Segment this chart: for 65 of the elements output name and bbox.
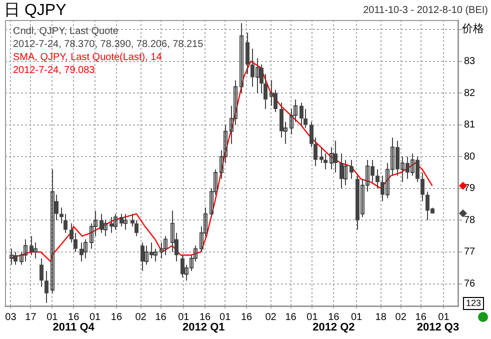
- candlestick: [114, 213, 118, 230]
- candlestick: [300, 102, 304, 126]
- x-tick-label: 01: [178, 312, 190, 323]
- text: Cndl, QJPY, Last Quote: [13, 26, 119, 37]
- y-tick-label: 82: [464, 88, 476, 99]
- y-tick-label: 80: [464, 151, 476, 162]
- candlestick: [40, 258, 44, 288]
- candlestick: [334, 140, 338, 174]
- annotation: 2012-7-24, 79.083: [13, 65, 96, 76]
- candlestick: [376, 168, 380, 189]
- candlestick: [164, 236, 168, 256]
- candlestick: [180, 254, 184, 278]
- text: SMA, QJPY, Last Quote(Last), 14: [13, 52, 162, 63]
- chart-subtitle: 2011-10-3 - 2012-8-10 (BEI): [363, 5, 488, 16]
- x-tick-label: 01: [89, 312, 102, 323]
- candlestick: [44, 270, 48, 304]
- x-tick-label: 16: [328, 312, 340, 323]
- candlestick: [10, 248, 14, 266]
- x2-tick-label: 2012 Q3: [416, 322, 460, 334]
- y-tick-label: 76: [464, 278, 476, 290]
- x2-tick-label: 2011 Q4: [52, 322, 96, 334]
- candlestick: [124, 213, 128, 230]
- candlestick: [14, 251, 18, 266]
- x-tick-label: 17: [25, 312, 37, 323]
- candlestick: [246, 32, 250, 75]
- x2-tick-label: 2012 Q1: [182, 322, 225, 334]
- x-tick-label: 01: [438, 312, 450, 323]
- x-tick-label: 16: [68, 312, 80, 323]
- y-tick-label: 81: [464, 120, 476, 131]
- x-tick-label: 02: [265, 312, 277, 323]
- y-axis-title: 价格: [461, 23, 484, 35]
- x-tick-label: 02: [135, 312, 147, 323]
- candlestick: [140, 242, 144, 272]
- text: 123: [463, 297, 484, 310]
- x-tick-label: 02: [395, 312, 407, 323]
- x-tick-label: 16: [240, 312, 253, 323]
- chart-title: 日 QJPY: [4, 2, 67, 19]
- x-tick-label: 16: [155, 312, 167, 323]
- candlestick: [100, 213, 104, 234]
- y-tick-label: 78: [464, 214, 476, 226]
- candlestick: [24, 238, 28, 262]
- x2-tick-label: 2012 Q2: [312, 322, 355, 334]
- candlestick: [420, 172, 424, 202]
- annotation: 2012-7-24, 78.370, 78.390, 78.206, 78.215: [13, 39, 204, 50]
- candlestick: [340, 152, 344, 189]
- x-tick-label: 01: [350, 312, 363, 323]
- x-tick-label: 16: [200, 312, 212, 323]
- candlestick: [110, 216, 114, 234]
- candlestick: [350, 159, 354, 180]
- y-tick-label: 79: [464, 183, 476, 194]
- x-tick-label: 18: [375, 312, 387, 323]
- x-tick-label: 01: [46, 312, 58, 323]
- x-tick-label: 03: [5, 312, 17, 323]
- x-tick-label: 01: [220, 312, 232, 323]
- y-tick-label: 83: [464, 56, 476, 68]
- x-tick-label: 16: [110, 312, 122, 323]
- candlestick: [84, 238, 88, 259]
- candlestick: [120, 213, 124, 228]
- candlestick: [30, 236, 34, 256]
- x-tick-label: 01: [306, 312, 318, 323]
- y-tick-label: 77: [464, 246, 476, 258]
- x-tick-label: 16: [415, 312, 427, 323]
- candlestick: [80, 242, 84, 262]
- candlestick: [240, 22, 244, 94]
- x-tick-label: 16: [285, 312, 297, 323]
